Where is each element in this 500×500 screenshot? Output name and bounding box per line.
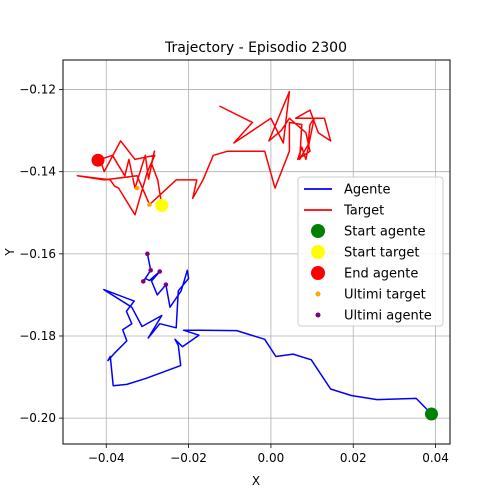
plot-area xyxy=(76,90,438,421)
axis-ticks: −0.04 −0.02 0.00 0.02 0.04 −0.12 −0.14 −0.16 −0.… xyxy=(19,83,449,465)
x-axis-label: X xyxy=(252,474,260,488)
legend-swatch-ultimi-target xyxy=(315,291,321,297)
ultimi-agente-point xyxy=(163,282,169,287)
chart-title: Trajectory - Episodio 2300 xyxy=(164,40,347,56)
y-tick-label: −0.18 xyxy=(19,329,56,343)
legend-label-ultimi-agente: Ultimi agente xyxy=(344,309,432,324)
ultimi-target-point xyxy=(134,185,140,191)
y-tick-label: −0.14 xyxy=(19,165,56,179)
legend-box xyxy=(297,176,444,327)
legend-label-target: Target xyxy=(343,204,384,219)
ultimi-agente-point xyxy=(148,267,153,273)
ultimi-agente-point xyxy=(145,251,150,257)
grid xyxy=(63,60,450,444)
start-agente-marker xyxy=(424,407,438,421)
legend-swatch-start-target xyxy=(311,245,325,259)
start-target-marker xyxy=(155,198,169,212)
legend-label-start-agente: Start agente xyxy=(344,225,425,240)
y-axis-label: Y xyxy=(3,248,17,257)
y-tick-label: −0.20 xyxy=(19,411,56,425)
y-tick-label: −0.16 xyxy=(19,247,56,261)
ultimi-agente-point xyxy=(157,269,163,274)
legend-swatch-start-agente xyxy=(311,224,325,238)
x-tick-label: 0.00 xyxy=(258,451,285,465)
end-agente-marker xyxy=(91,153,105,167)
legend-label-end-agente: End agente xyxy=(344,267,418,282)
x-tick-label: 0.02 xyxy=(340,451,367,465)
legend-swatch-ultimi-agente xyxy=(315,312,321,318)
legend-label-ultimi-target: Ultimi target xyxy=(344,288,426,303)
y-tick-label: −0.12 xyxy=(19,83,56,97)
legend-label-start-target: Start target xyxy=(344,246,419,261)
x-tick-label: 0.04 xyxy=(422,451,449,465)
legend-label-agente: Agente xyxy=(344,183,390,198)
plot-frame xyxy=(62,59,451,445)
x-tick-label: −0.02 xyxy=(170,451,207,465)
legend: Agente Target Start agente Start target End … xyxy=(297,176,444,327)
legend-swatch-end-agente xyxy=(311,266,325,280)
x-tick-label: −0.04 xyxy=(88,451,125,465)
ultimi-target-point xyxy=(147,202,152,207)
ultimi-agente-point xyxy=(140,279,146,284)
